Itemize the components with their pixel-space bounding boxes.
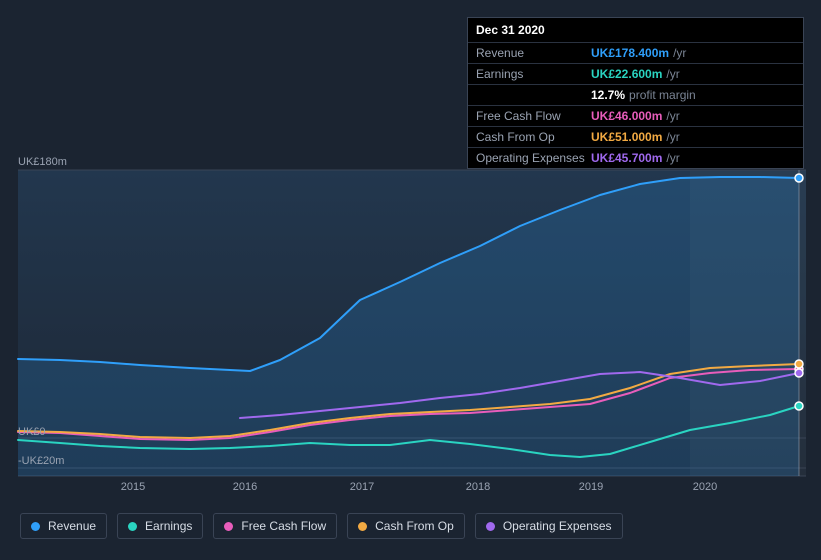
tooltip-row-suffix: /yr	[666, 109, 679, 123]
legend-label: Cash From Op	[375, 519, 454, 533]
x-axis-label: 2018	[466, 481, 490, 493]
tooltip-row: Cash From OpUK£51.000m/yr	[468, 126, 803, 147]
tooltip-row-label: Earnings	[476, 67, 591, 81]
legend-label: Earnings	[145, 519, 192, 533]
x-axis-label: 2016	[233, 481, 257, 493]
chart-tooltip: Dec 31 2020 RevenueUK£178.400m/yrEarning…	[467, 17, 804, 169]
tooltip-row: RevenueUK£178.400m/yr	[468, 42, 803, 63]
legend-swatch	[486, 522, 495, 531]
tooltip-row-label: Cash From Op	[476, 130, 591, 144]
legend-swatch	[31, 522, 40, 531]
tooltip-row: EarningsUK£22.600m/yr	[468, 63, 803, 84]
legend-label: Operating Expenses	[503, 519, 612, 533]
tooltip-row-value: UK£22.600m	[591, 67, 662, 81]
tooltip-row-label: Revenue	[476, 46, 591, 60]
legend-swatch	[358, 522, 367, 531]
chart-legend: Revenue Earnings Free Cash Flow Cash From O…	[20, 513, 623, 539]
tooltip-row-suffix: /yr	[666, 130, 679, 144]
tooltip-row-label: Free Cash Flow	[476, 109, 591, 123]
tooltip-row-label	[476, 88, 591, 102]
legend-item-cash-from-op[interactable]: Cash From Op	[347, 513, 465, 539]
tooltip-row-suffix: /yr	[666, 67, 679, 81]
legend-item-operating-expenses[interactable]: Operating Expenses	[475, 513, 623, 539]
tooltip-row-suffix: /yr	[666, 151, 679, 165]
tooltip-row-value: 12.7%	[591, 88, 625, 102]
x-axis-label: 2017	[350, 481, 374, 493]
legend-swatch	[224, 522, 233, 531]
tooltip-row-value: UK£45.700m	[591, 151, 662, 165]
tooltip-row-value: UK£51.000m	[591, 130, 662, 144]
x-axis-label: 2015	[121, 481, 145, 493]
tooltip-row-label: Operating Expenses	[476, 151, 591, 165]
tooltip-row-value: UK£46.000m	[591, 109, 662, 123]
x-axis-label: 2019	[579, 481, 603, 493]
y-axis-label: UK£180m	[18, 156, 67, 168]
tooltip-row-suffix: /yr	[673, 46, 686, 60]
tooltip-row-suffix: profit margin	[629, 88, 696, 102]
tooltip-row: Operating ExpensesUK£45.700m/yr	[468, 147, 803, 168]
tooltip-row: Free Cash FlowUK£46.000m/yr	[468, 105, 803, 126]
tooltip-row: 12.7% profit margin	[468, 84, 803, 105]
legend-item-free-cash-flow[interactable]: Free Cash Flow	[213, 513, 337, 539]
legend-item-revenue[interactable]: Revenue	[20, 513, 107, 539]
legend-label: Revenue	[48, 519, 96, 533]
financial-chart: Dec 31 2020 RevenueUK£178.400m/yrEarning…	[0, 0, 821, 560]
tooltip-date: Dec 31 2020	[468, 18, 803, 42]
legend-item-earnings[interactable]: Earnings	[117, 513, 203, 539]
legend-label: Free Cash Flow	[241, 519, 326, 533]
tooltip-row-value: UK£178.400m	[591, 46, 669, 60]
x-axis-label: 2020	[693, 481, 717, 493]
y-axis-label: -UK£20m	[18, 455, 64, 467]
y-axis-label: UK£0	[18, 426, 46, 438]
legend-swatch	[128, 522, 137, 531]
